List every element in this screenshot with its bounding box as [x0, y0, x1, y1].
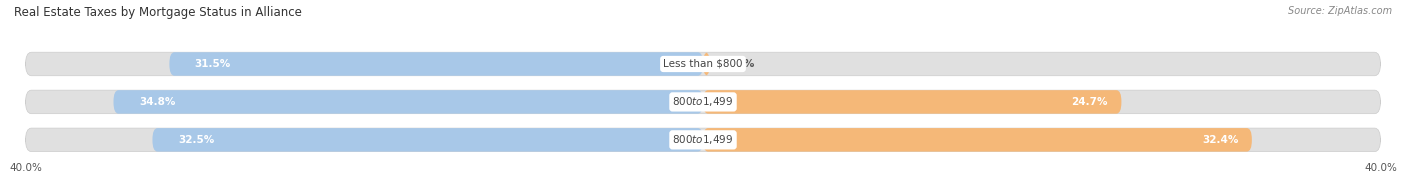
FancyBboxPatch shape [114, 90, 703, 114]
FancyBboxPatch shape [703, 90, 1122, 114]
Text: $800 to $1,499: $800 to $1,499 [672, 95, 734, 108]
FancyBboxPatch shape [169, 52, 703, 76]
FancyBboxPatch shape [25, 128, 1381, 152]
Text: Source: ZipAtlas.com: Source: ZipAtlas.com [1288, 6, 1392, 16]
Text: 32.4%: 32.4% [1202, 135, 1239, 145]
Text: 0.41%: 0.41% [718, 59, 755, 69]
Text: 34.8%: 34.8% [139, 97, 176, 107]
Text: 32.5%: 32.5% [179, 135, 214, 145]
FancyBboxPatch shape [152, 128, 703, 152]
Text: $800 to $1,499: $800 to $1,499 [672, 133, 734, 146]
Text: 31.5%: 31.5% [195, 59, 231, 69]
Legend: Without Mortgage, With Mortgage: Without Mortgage, With Mortgage [591, 192, 815, 196]
Text: Less than $800: Less than $800 [664, 59, 742, 69]
FancyBboxPatch shape [703, 128, 1251, 152]
FancyBboxPatch shape [25, 90, 1381, 114]
FancyBboxPatch shape [25, 52, 1381, 76]
FancyBboxPatch shape [703, 52, 710, 76]
Text: 24.7%: 24.7% [1071, 97, 1108, 107]
Text: Real Estate Taxes by Mortgage Status in Alliance: Real Estate Taxes by Mortgage Status in … [14, 6, 302, 19]
